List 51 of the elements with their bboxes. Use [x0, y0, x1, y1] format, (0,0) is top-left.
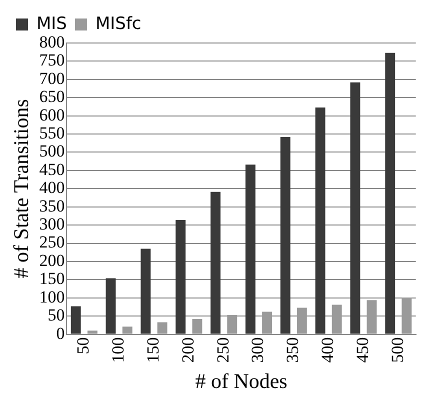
bar [140, 248, 151, 334]
y-tick-label: 350 [39, 196, 65, 216]
y-tick-label: 200 [39, 250, 65, 270]
y-tick-label: 100 [39, 287, 65, 306]
bar [87, 330, 98, 334]
y-tick-label: 450 [39, 160, 65, 179]
x-tick-label: 450 [352, 337, 372, 363]
x-tick-label: 50 [74, 337, 93, 354]
y-tick-label: 150 [39, 269, 65, 288]
y-tick-label: 0 [56, 324, 65, 343]
y-tick-label: 550 [39, 124, 65, 142]
x-axis-title: # of Nodes [195, 368, 288, 393]
legend-label: MIS [36, 14, 67, 34]
y-axis-title: # of State Transitions [9, 99, 34, 278]
y-tick-label: 250 [39, 232, 65, 252]
y-tick-label: 50 [48, 306, 65, 325]
bar [402, 298, 412, 334]
y-tick-label: 300 [39, 214, 65, 234]
bar [106, 278, 116, 334]
bar [227, 315, 238, 334]
bar [122, 326, 132, 334]
y-tick-label: 700 [39, 68, 65, 88]
bar [296, 308, 307, 334]
y-tick-label: 750 [39, 50, 65, 70]
x-tick-label: 400 [318, 337, 338, 363]
bar [210, 192, 221, 334]
bar [385, 52, 396, 334]
bar [366, 300, 377, 334]
bar [332, 304, 342, 334]
bar [280, 136, 290, 334]
bar [350, 82, 360, 334]
bar [70, 306, 81, 334]
bar [157, 322, 168, 334]
x-tick-label: 100 [108, 337, 128, 363]
bar [315, 107, 326, 334]
y-tick-label: 600 [39, 105, 65, 124]
x-tick-label: 300 [248, 337, 268, 363]
y-tick-label: 650 [39, 87, 65, 106]
bar [262, 312, 272, 334]
x-tick-label: 200 [178, 337, 198, 363]
legend-label: MISfc [95, 14, 142, 34]
y-tick-label: 500 [39, 142, 65, 161]
y-tick-label: 400 [39, 178, 65, 198]
x-tick-label: 250 [213, 337, 232, 363]
bar [192, 319, 202, 334]
bar [245, 164, 256, 334]
y-tick-label: 800 [39, 32, 65, 52]
x-tick-label: 500 [388, 337, 407, 363]
x-tick-label: 150 [143, 337, 162, 363]
bar [176, 220, 186, 334]
x-tick-label: 350 [283, 337, 302, 363]
